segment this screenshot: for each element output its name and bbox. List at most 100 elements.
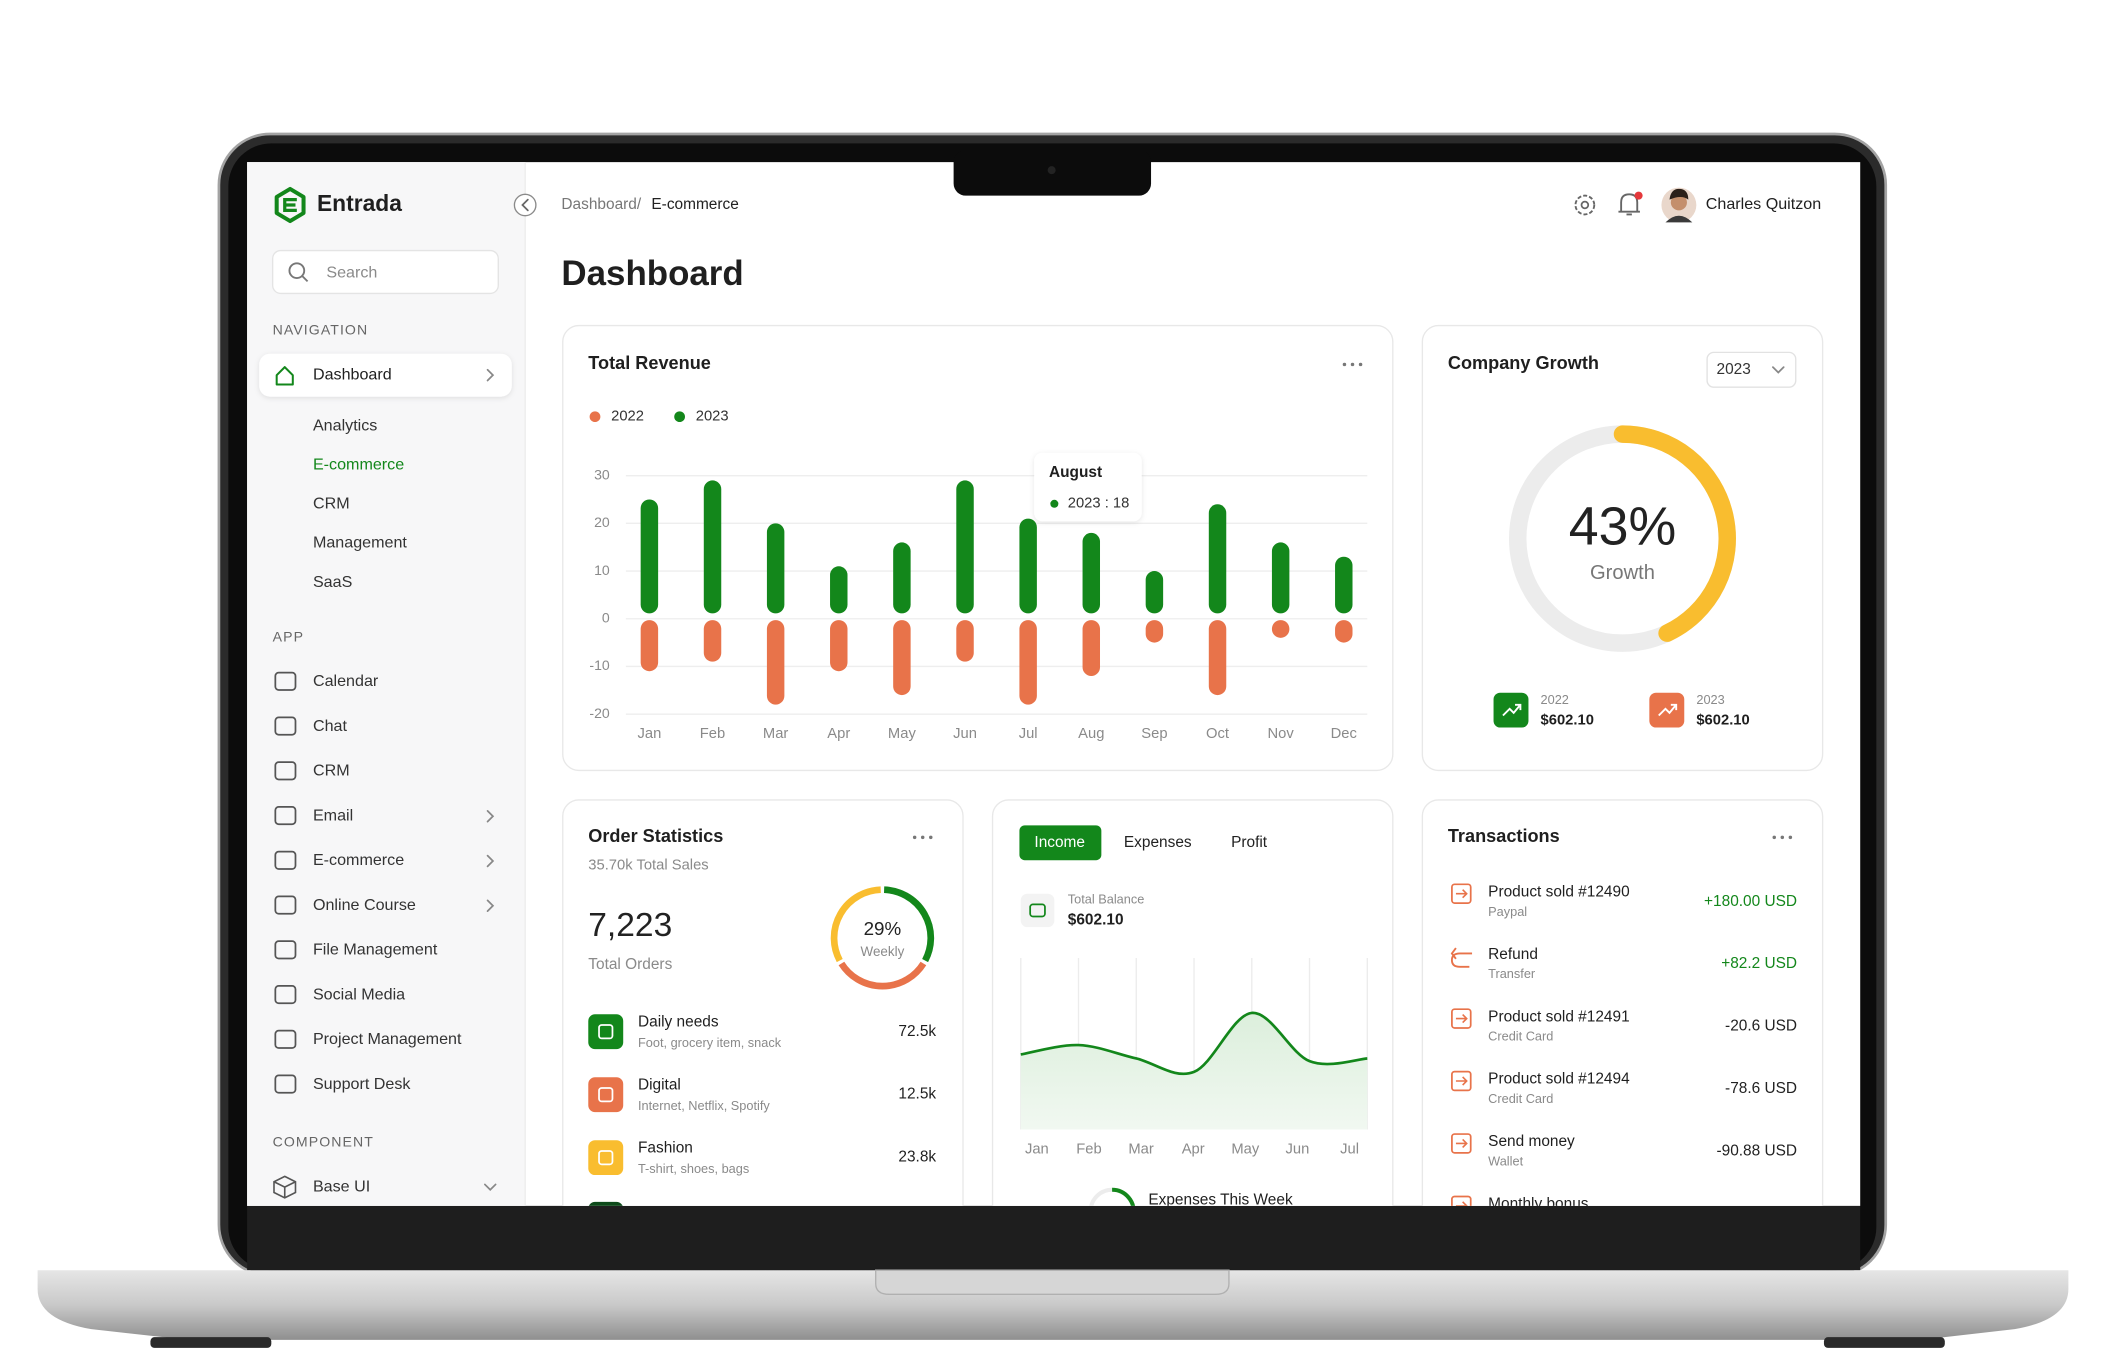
nav-subitem[interactable]: CRM (313, 495, 350, 513)
item-value: 12.5k (898, 1086, 936, 1103)
user-name[interactable]: Charles Quitzon (1706, 195, 1821, 213)
notification-icon[interactable] (1618, 193, 1640, 216)
nav-item[interactable]: Calendar (313, 672, 379, 690)
collapse-button[interactable] (513, 193, 537, 217)
nav-item[interactable]: Dashboard (313, 365, 392, 383)
tooltip-swatch (1050, 499, 1059, 508)
wallet-icon (1029, 903, 1046, 918)
card (991, 799, 1394, 1206)
logo (274, 186, 306, 224)
x-tick-label: Jan (637, 726, 661, 742)
bar (1335, 620, 1353, 643)
card (562, 799, 964, 1206)
nav-item[interactable]: Base UI (313, 1177, 370, 1195)
transaction-method: Paypal (1488, 904, 1527, 919)
x-tick-label: Dec (1331, 726, 1357, 742)
tooltip-title: August (1049, 464, 1102, 481)
x-tick-label: Jun (1286, 1142, 1310, 1158)
expenses-ring-arc (1111, 1187, 1135, 1206)
year-dropdown[interactable] (1706, 351, 1797, 388)
foot (1823, 1337, 1945, 1348)
bar (1082, 532, 1101, 614)
transaction-icon (1451, 1008, 1472, 1029)
nav-subitem[interactable]: SaaS (313, 573, 352, 591)
settings-icon[interactable] (1574, 194, 1596, 216)
bar (893, 620, 911, 696)
y-tick-label: 0 (602, 609, 610, 625)
search-icon (301, 275, 309, 283)
nav-subitem[interactable]: Management (313, 534, 407, 552)
screen-content: Entrada Search NAVIGATION Dashboard Analytic… (259, 186, 1824, 1213)
more-menu-dot (1358, 362, 1363, 367)
item-detail: T-shirt, shoes, bags (638, 1161, 749, 1176)
x-tick-label: Jan (1025, 1142, 1049, 1158)
chevron (483, 1183, 497, 1192)
area (1020, 1012, 1368, 1130)
nav-item[interactable]: E-commerce (313, 851, 404, 869)
nav-icon (274, 805, 297, 826)
avatar-body (1665, 215, 1693, 223)
brand: Entrada (317, 190, 402, 216)
nav-item[interactable]: Online Course (313, 896, 416, 914)
transaction-icon (1451, 883, 1472, 904)
search-box[interactable] (271, 249, 499, 295)
bar (1271, 542, 1290, 614)
trend-icon (1502, 703, 1522, 717)
transaction-icon (1451, 1070, 1472, 1092)
tab[interactable]: Profit (1231, 834, 1268, 851)
nav-subitem[interactable]: E-commerce (313, 455, 404, 473)
more-menu-dot (1788, 835, 1793, 840)
logo-mark (283, 198, 297, 212)
x-tick-label: May (1231, 1142, 1260, 1158)
item-icon-glyph (598, 1087, 614, 1103)
nav-item[interactable]: CRM (313, 762, 350, 780)
legend-swatch (589, 411, 601, 423)
total-orders-label: Total Orders (588, 956, 672, 973)
bar (766, 620, 785, 705)
item-icon (588, 1077, 624, 1113)
transaction-icon (1451, 1195, 1472, 1206)
x-tick-label: Jun (953, 726, 977, 742)
weekly-ring (830, 886, 881, 963)
nav-item[interactable]: Social Media (313, 986, 405, 1004)
item-detail: Internet, Netflix, Spotify (638, 1098, 770, 1113)
x-tick-label: Sep (1141, 726, 1167, 742)
nav-item[interactable]: File Management (313, 941, 438, 959)
nav-item[interactable]: Project Management (313, 1030, 462, 1048)
x-tick-label: May (888, 726, 917, 742)
bar (830, 566, 848, 614)
nav-item[interactable]: Support Desk (313, 1075, 411, 1093)
tab[interactable]: Income (1034, 834, 1085, 851)
x-tick-label: Jul (1019, 726, 1038, 742)
bezel-bottom (247, 1205, 1861, 1271)
tab[interactable]: Expenses (1124, 834, 1192, 851)
tab-active[interactable] (1019, 825, 1102, 861)
nav-item[interactable]: Chat (313, 717, 348, 735)
more-menu-dot (1350, 362, 1355, 367)
chevron (486, 854, 495, 868)
nav-subitem[interactable]: Analytics (313, 416, 377, 434)
bar (956, 620, 974, 662)
weekly-label: Weekly (861, 944, 905, 959)
trend-icon (1658, 703, 1678, 717)
x-tick-label: Oct (1206, 726, 1229, 742)
donut-arc (1613, 425, 1736, 642)
transaction-method: Wallet (1488, 1154, 1523, 1169)
x-tick-label: Mar (763, 726, 789, 742)
more-menu-dot (1342, 362, 1347, 367)
card (562, 324, 1394, 772)
nav-item[interactable]: Email (313, 807, 353, 825)
y-tick-label: 10 (594, 562, 610, 578)
nav-active[interactable] (259, 353, 512, 397)
card-subtitle: 35.70k Total Sales (588, 857, 708, 873)
balance-label: Total Balance (1068, 892, 1145, 907)
base-notch (875, 1269, 1230, 1295)
transaction-title: Monthly bonus (1488, 1196, 1589, 1213)
y-tick-label: -10 (589, 657, 610, 673)
bar (1335, 556, 1353, 614)
camera (1047, 166, 1056, 175)
search-placeholder: Search (326, 264, 377, 282)
transaction-title: Refund (1488, 946, 1538, 963)
settings-icon (1580, 200, 1590, 210)
